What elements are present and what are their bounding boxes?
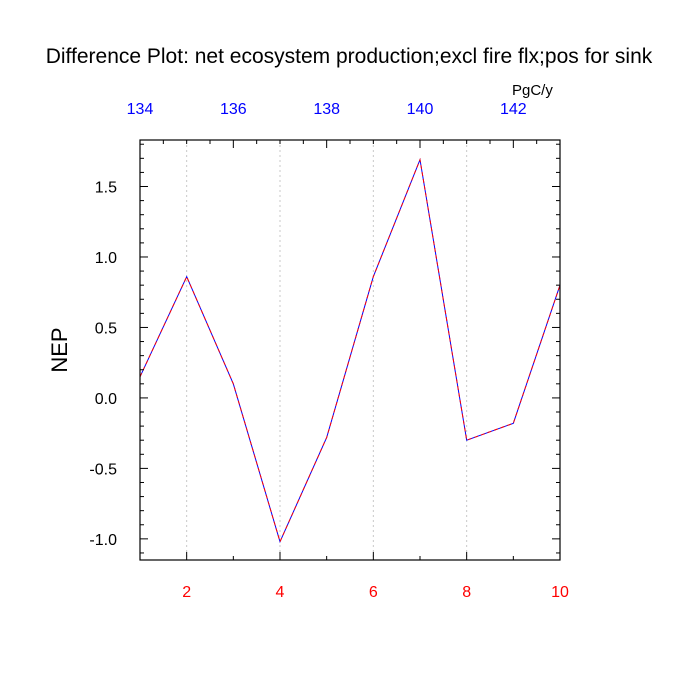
y-tick-label: -1.0 — [89, 532, 117, 549]
series-lines — [139, 157, 561, 544]
y-tick-label: 0.5 — [95, 320, 117, 337]
series-line-1 — [139, 157, 561, 544]
y-tick-label: 1.5 — [95, 180, 117, 197]
tick-labels: 2 4 6 8 10 134 136 138 140 142 1.5 1.0 0.5 0.0 -0.5 -1.… — [89, 101, 569, 601]
top-tick-label: 136 — [220, 101, 247, 118]
x-tick-label: 10 — [551, 584, 569, 601]
y-axis-label: NEP — [47, 327, 72, 372]
top-tick-label: 134 — [127, 101, 154, 118]
y-tick-label: 0.0 — [95, 391, 117, 408]
y-tick-label: -0.5 — [89, 461, 117, 478]
top-tick-label: 142 — [500, 101, 527, 118]
top-tick-label: 138 — [313, 101, 340, 118]
y-tick-label: 1.0 — [95, 250, 117, 267]
x-tick-label: 8 — [462, 584, 471, 601]
grid-lines — [186, 140, 468, 560]
top-tick-label: 140 — [407, 101, 434, 118]
plot-frame — [139, 139, 561, 561]
x-tick-label: 2 — [182, 584, 191, 601]
axis-ticks — [139, 140, 561, 560]
x-tick-label: 4 — [276, 584, 285, 601]
series-line-2 — [139, 157, 561, 544]
chart-title: Difference Plot: net ecosystem productio… — [46, 45, 653, 68]
x-tick-label: 6 — [369, 584, 378, 601]
top-axis-unit: PgC/y — [512, 82, 553, 99]
